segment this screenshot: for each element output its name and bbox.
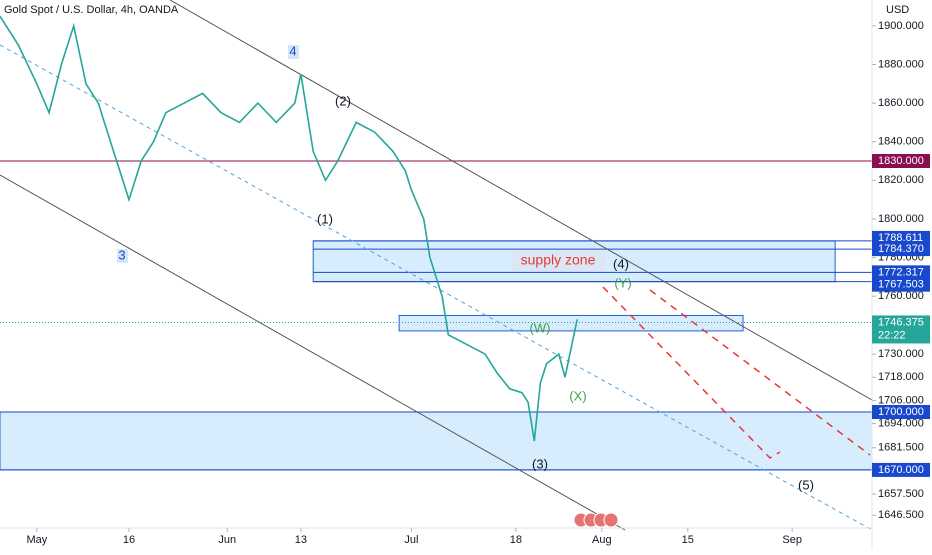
x-tick-label: Aug — [592, 534, 612, 546]
countdown: 22:22 — [878, 329, 906, 341]
axis-label: USD — [886, 4, 909, 16]
wave-label: (Y) — [614, 275, 631, 290]
wave-label: (5) — [798, 477, 814, 492]
x-tick-label: Jun — [218, 534, 236, 546]
price-tag-label: 1670.000 — [878, 464, 924, 476]
channel-lower — [0, 174, 626, 531]
y-tick-label: 1880.000 — [878, 58, 924, 70]
price-tag — [872, 242, 930, 257]
y-tick-label: 1730.000 — [878, 348, 924, 360]
price-tag-label: 1700.000 — [878, 406, 924, 418]
wave-box — [288, 45, 299, 59]
note-box — [511, 251, 606, 271]
x-tick-label: 16 — [123, 534, 135, 546]
wave-label: (X) — [569, 388, 586, 403]
x-tick-label: 13 — [295, 534, 307, 546]
wave-label: (2) — [335, 93, 351, 108]
price-tag-label: 1788.611 — [878, 232, 923, 244]
y-tick-label: 1840.000 — [878, 136, 924, 148]
y-tick-label: 1681.500 — [878, 442, 924, 454]
price-tag — [872, 277, 930, 292]
wave-box — [117, 249, 128, 263]
y-tick-label: 1718.000 — [878, 371, 924, 383]
x-tick-label: May — [26, 534, 47, 546]
y-tick-label: 1706.000 — [878, 394, 924, 406]
wave-label: (3) — [532, 456, 548, 471]
wave-label: 3 — [118, 247, 125, 262]
y-tick-label: 1800.000 — [878, 213, 924, 225]
price-tag-label: 1746.375 — [878, 316, 924, 328]
projection — [602, 286, 781, 459]
wave-label: (W) — [530, 320, 551, 335]
y-tick-label: 1760.000 — [878, 290, 924, 302]
price-tag — [872, 154, 930, 169]
y-tick-label: 1820.000 — [878, 174, 924, 186]
x-tick-label: 18 — [510, 534, 522, 546]
price-tag-label: 1772.317 — [878, 266, 924, 278]
price-line — [0, 15, 578, 442]
y-tick-label: 1657.500 — [878, 488, 924, 500]
chart-title: Gold Spot / U.S. Dollar, 4h, OANDA — [4, 4, 179, 16]
y-tick-label: 1694.000 — [878, 417, 924, 429]
y-tick-label: 1646.500 — [878, 509, 924, 521]
channel-mid — [0, 44, 873, 531]
note: supply zone — [521, 252, 596, 268]
x-tick-label: Sep — [782, 534, 802, 546]
y-tick-label: 1900.000 — [878, 20, 924, 32]
price-tag — [872, 404, 930, 419]
wave-label: 4 — [289, 43, 296, 58]
x-tick-label: 15 — [682, 534, 694, 546]
price-tag — [872, 462, 930, 477]
x-tick-label: Jul — [404, 534, 418, 546]
price-tag — [872, 265, 930, 280]
channel-upper — [169, 0, 873, 401]
wave-label: (4) — [613, 256, 629, 271]
projection — [649, 289, 871, 456]
price-tag — [872, 315, 930, 344]
zone — [0, 411, 873, 471]
price-tag — [872, 230, 930, 245]
plot — [0, 15, 872, 442]
zone — [398, 314, 744, 332]
axes: 1900.000 1880.000 1860.000 1840.000 1820.000… — [26, 20, 930, 546]
price-tag-label: 1784.370 — [878, 243, 924, 255]
y-tick-label: 1860.000 — [878, 97, 924, 109]
price-tag-label: 1767.503 — [878, 279, 924, 291]
wave-label: (1) — [317, 211, 333, 226]
price-tag-label: 1830.000 — [878, 155, 924, 167]
event-icons — [573, 512, 619, 528]
